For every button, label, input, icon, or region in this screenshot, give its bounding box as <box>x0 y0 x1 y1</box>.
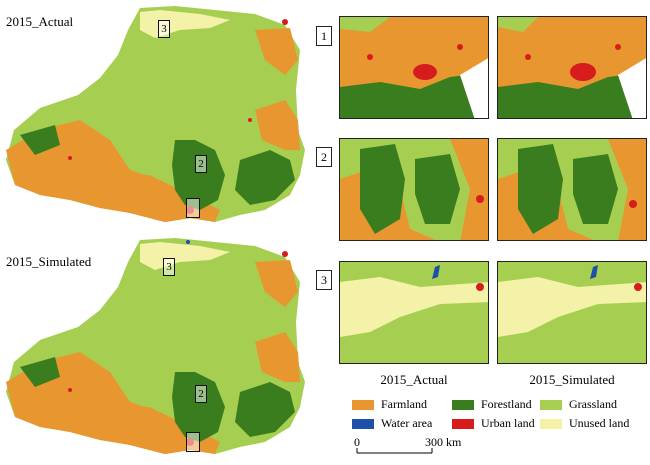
panel-1-actual <box>339 16 489 119</box>
actual-map-region-2-label: 2 <box>195 155 207 173</box>
legend-water-area: Water area <box>352 416 432 431</box>
panel-3-actual <box>339 261 489 364</box>
simulated-land-use-map <box>6 238 305 454</box>
legend-forestland-swatch <box>452 399 474 410</box>
legend-urban-land: Urban land <box>452 416 535 431</box>
panel-column-label-simulated: 2015_Simulated <box>529 372 615 387</box>
panel-row-3-number: 3 <box>316 270 332 290</box>
legend-unused-land-swatch <box>540 418 562 429</box>
legend-farmland: Farmland <box>352 397 427 412</box>
legend-grassland-label: Grassland <box>569 397 617 411</box>
legend-forestland: Forestland <box>452 397 532 412</box>
panel-1-simulated <box>497 16 647 119</box>
panel-3-simulated <box>497 261 647 364</box>
legend-urban-land-label: Urban land <box>481 416 535 430</box>
scale-bar <box>356 448 433 454</box>
actual-land-use-map <box>6 6 305 222</box>
legend-unused-land: Unused land <box>540 416 629 431</box>
panel-column-label-actual: 2015_Actual <box>380 372 448 387</box>
scale-bar-end-label: 300 km <box>425 435 462 449</box>
legend-water-area-label: Water area <box>381 416 433 430</box>
simulated-map-region-3-label: 3 <box>163 258 175 276</box>
legend-farmland-label: Farmland <box>381 397 427 411</box>
legend-farmland-swatch <box>352 399 374 410</box>
actual-map-region-1-box <box>186 198 200 218</box>
simulated-map-region-2-label: 2 <box>195 385 207 403</box>
actual-map-region-3-label: 3 <box>158 20 170 38</box>
scale-bar-start-label: 0 <box>354 435 360 449</box>
simulated-map-title: 2015_Simulated <box>6 254 92 269</box>
legend-water-area-swatch <box>352 418 374 429</box>
panel-row-2-number: 2 <box>316 147 332 167</box>
legend-urban-land-swatch <box>452 418 474 429</box>
actual-map-title: 2015_Actual <box>6 14 74 29</box>
panel-2-actual <box>339 138 489 241</box>
panel-2-simulated <box>497 138 647 241</box>
legend-unused-land-label: Unused land <box>569 416 630 430</box>
legend-grassland: Grassland <box>540 397 617 412</box>
legend-grassland-swatch <box>540 399 562 410</box>
simulated-map-region-1-box <box>186 432 200 452</box>
panel-row-1-number: 1 <box>316 26 332 46</box>
legend-forestland-label: Forestland <box>481 397 532 411</box>
